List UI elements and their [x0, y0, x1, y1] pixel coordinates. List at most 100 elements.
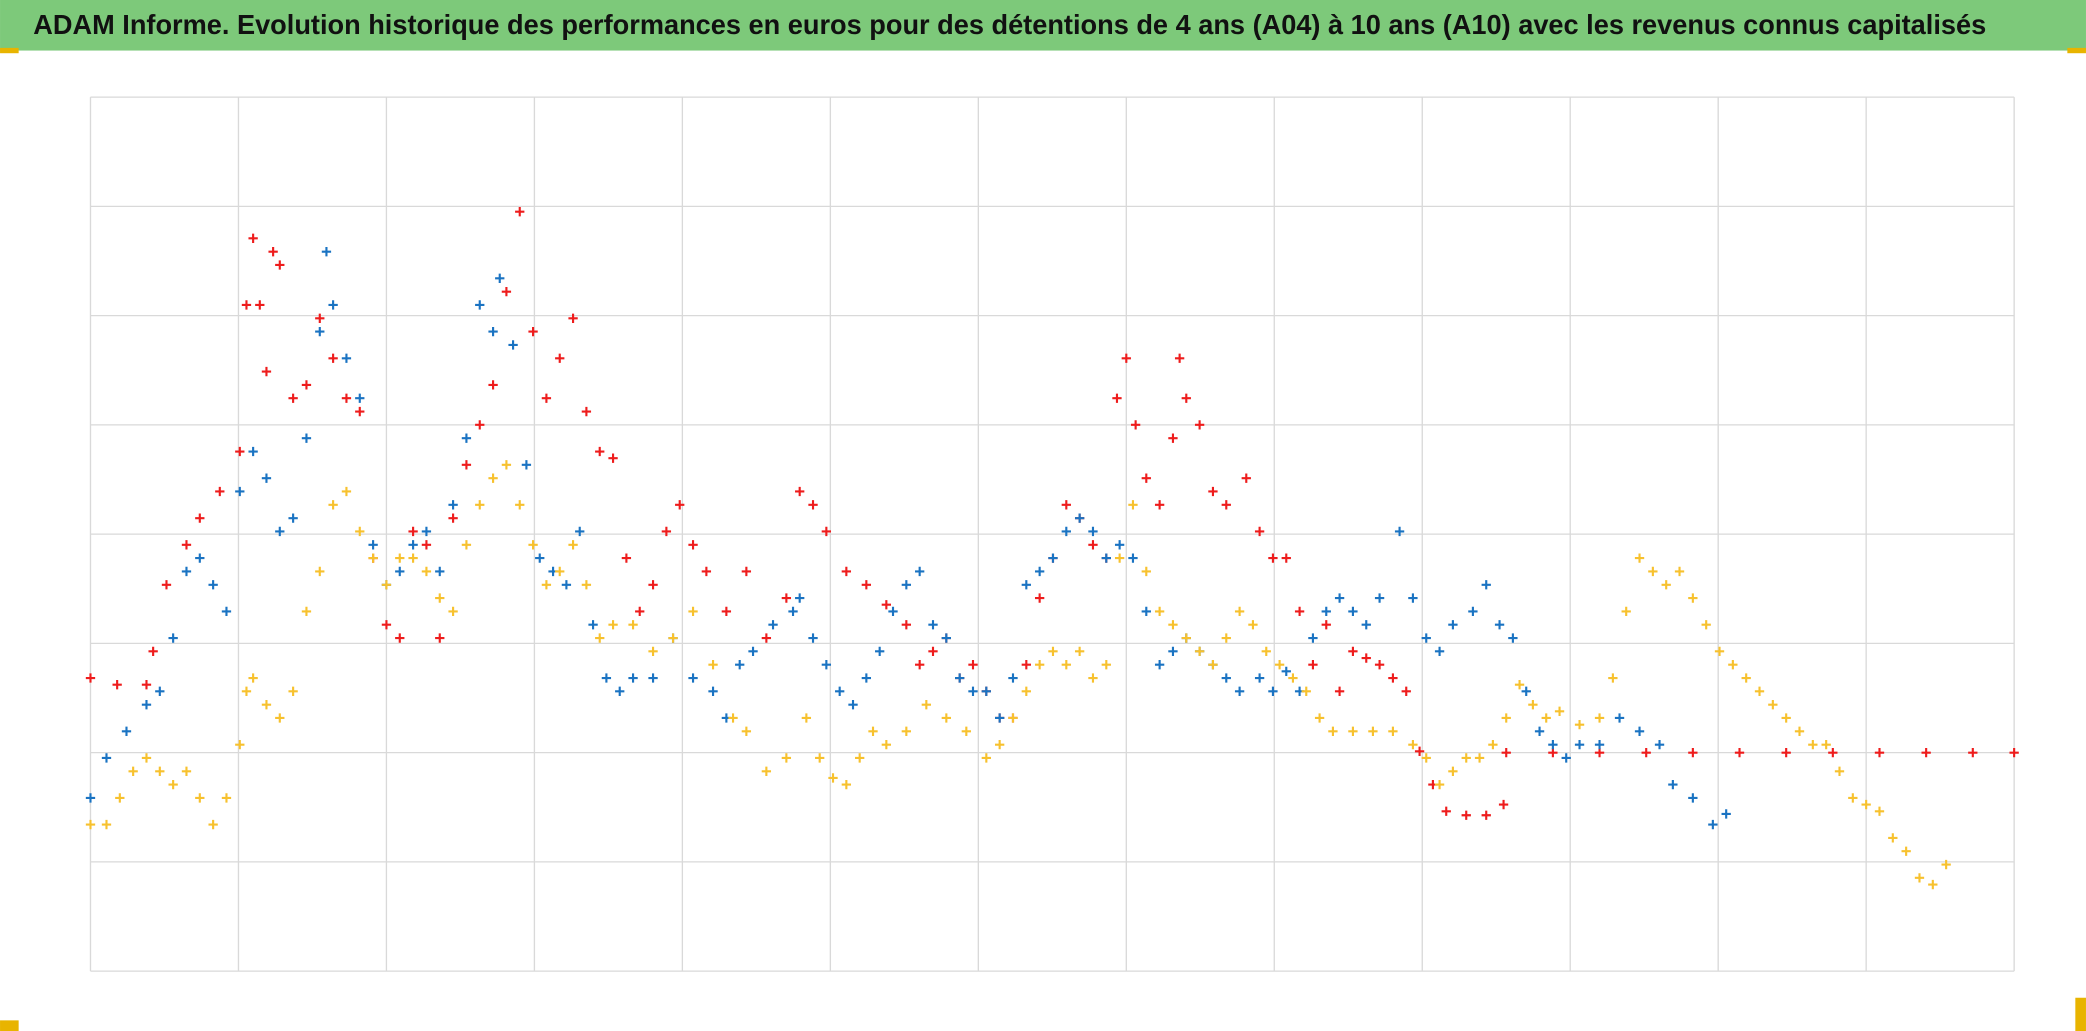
scatter-point	[221, 793, 232, 803]
scatter-point	[435, 633, 445, 643]
scatter-point	[355, 526, 365, 537]
scatter-point	[961, 726, 971, 736]
scatter-point	[861, 580, 872, 590]
scatter-point	[355, 406, 365, 417]
scatter-point	[301, 606, 312, 617]
scatter-point	[1221, 633, 1231, 643]
scatter-point	[301, 380, 312, 390]
scatter-point	[881, 600, 891, 610]
scatter-point	[448, 513, 458, 523]
scatter-point	[1521, 686, 1531, 696]
scatter-point	[208, 819, 218, 830]
scatter-point	[1088, 526, 1098, 537]
scatter-point	[1514, 680, 1525, 690]
scatter-point	[368, 540, 378, 550]
scatter-point	[708, 686, 718, 696]
scatter-point	[2009, 747, 2019, 758]
scatter-point	[1208, 486, 1218, 497]
scatter-point	[1528, 700, 1538, 710]
scatter-point	[888, 606, 898, 617]
scatter-point	[688, 540, 698, 550]
scatter-point	[435, 593, 445, 603]
scatter-point	[261, 700, 272, 710]
scatter-point	[1734, 747, 1745, 758]
scatter-point	[155, 686, 165, 696]
scatter-point	[341, 393, 352, 403]
scatter-point	[1361, 653, 1371, 663]
scatter-point	[581, 406, 592, 417]
scatter-point	[495, 273, 505, 283]
scatter-point	[1021, 686, 1031, 696]
scatter-point	[1688, 793, 1698, 803]
scatter-point	[815, 753, 825, 763]
scatter-point	[1048, 646, 1058, 657]
scatter-point	[1421, 633, 1431, 643]
scatter-point	[288, 393, 298, 403]
scatter-point	[781, 753, 792, 763]
scatter-point	[448, 606, 458, 617]
scatter-point	[255, 300, 265, 310]
scatter-point	[1334, 593, 1345, 603]
scatter-point	[1021, 660, 1031, 670]
scatter-point	[981, 753, 991, 763]
scatter-point	[275, 260, 285, 270]
scatter-point	[315, 313, 325, 323]
scatter-point	[1048, 553, 1058, 563]
scatter-point	[741, 726, 752, 736]
scatter-point	[1281, 553, 1291, 563]
scatter-point	[801, 713, 812, 723]
scatter-point	[621, 553, 632, 563]
scatter-point	[408, 540, 418, 550]
scatter-point	[1834, 766, 1845, 776]
scatter-point	[1754, 686, 1765, 696]
scatter-point	[901, 726, 911, 736]
scatter-point	[85, 793, 96, 803]
scatter-point	[1021, 580, 1031, 590]
scatter-point	[1621, 606, 1631, 617]
scatter-point	[395, 633, 405, 643]
scatter-point	[1574, 739, 1585, 750]
scatter-point	[1888, 833, 1898, 843]
scatter-point	[808, 633, 818, 643]
scatter-point	[615, 686, 625, 696]
scatter-point	[241, 300, 252, 310]
scatter-point	[788, 606, 798, 617]
plot-marks	[85, 207, 2019, 890]
scatter-point	[315, 326, 325, 337]
scatter-point	[568, 313, 578, 323]
scatter-point	[461, 540, 472, 550]
scatter-point	[1608, 673, 1618, 683]
scatter-point	[581, 580, 592, 590]
scatter-point	[181, 566, 192, 577]
scatter-point	[261, 366, 272, 377]
scatter-point	[395, 553, 405, 563]
scatter-point	[1154, 500, 1165, 510]
scatter-point	[475, 420, 485, 430]
scatter-point	[328, 500, 338, 510]
scatter-point	[555, 566, 565, 577]
scatter-point	[168, 779, 178, 790]
scatter-point	[421, 540, 432, 550]
scatter-point	[1154, 606, 1165, 617]
scatter-point	[1641, 747, 1651, 758]
scatter-point	[1268, 686, 1278, 696]
scatter-point	[1594, 713, 1605, 723]
scatter-point	[1848, 793, 1858, 803]
scatter-point	[968, 660, 978, 670]
scatter-point	[1468, 606, 1478, 617]
scatter-point	[795, 593, 805, 603]
scatter-point	[561, 580, 572, 590]
scatter-point	[1781, 713, 1791, 723]
scatter-point	[461, 433, 472, 443]
scatter-point	[1154, 660, 1165, 670]
scatter-point	[1168, 646, 1178, 657]
scatter-point	[728, 713, 738, 723]
scatter-point	[875, 646, 885, 657]
scatter-point	[1421, 753, 1431, 763]
scatter-point	[1574, 719, 1585, 730]
scatter-point	[488, 473, 498, 483]
scatter-point	[1321, 620, 1331, 630]
scatter-point	[381, 620, 392, 630]
